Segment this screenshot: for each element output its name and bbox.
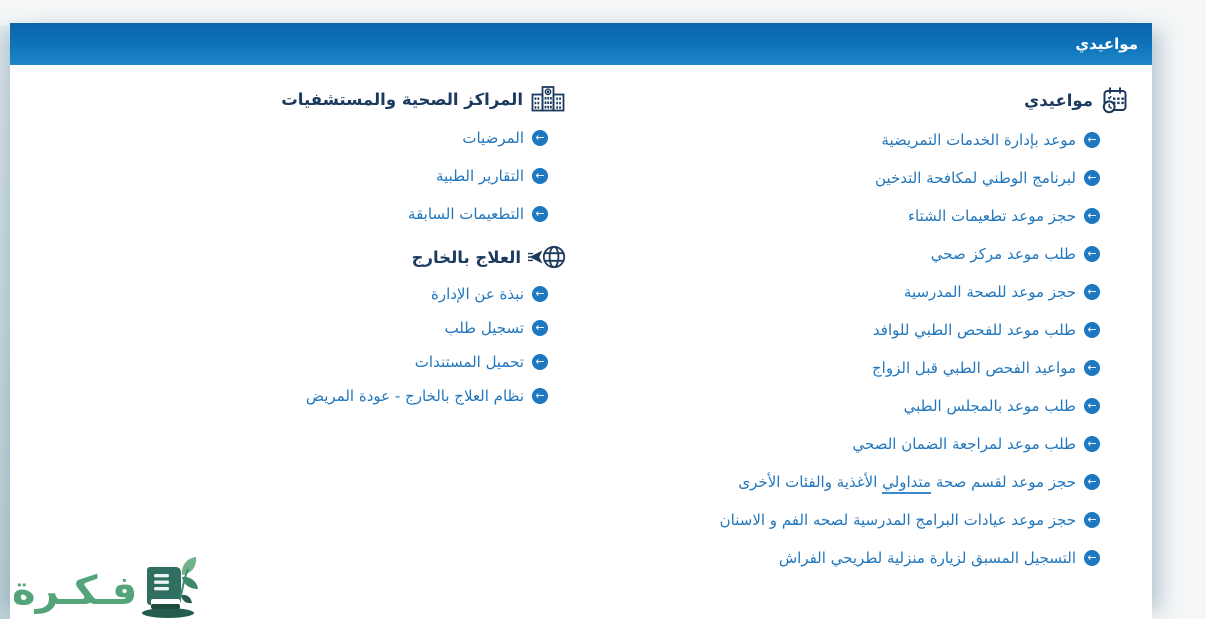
abroad-section-heading: العلاج بالخارج xyxy=(18,243,566,271)
link-label: حجز موعد تطعيمات الشتاء xyxy=(907,207,1076,225)
arrow-circle-left-icon xyxy=(532,168,548,184)
arrow-circle-left-icon xyxy=(1084,246,1100,262)
arrow-circle-left-icon xyxy=(532,130,548,146)
link-label: حجز موعد عيادات البرامج المدرسية لصحه ال… xyxy=(719,511,1076,529)
menu-link-medical-council[interactable]: طلب موعد بالمجلس الطبي xyxy=(570,395,1100,417)
link-label: موعد بإدارة الخدمات التمريضية xyxy=(881,131,1076,149)
arrow-circle-left-icon xyxy=(1084,550,1100,566)
page-header-bar: مواعيدي xyxy=(10,23,1152,65)
fikra-logo-text: فـكـرة xyxy=(12,568,138,614)
calendar-clock-icon xyxy=(1100,85,1130,115)
menu-link-nursing-services[interactable]: موعد بإدارة الخدمات التمريضية xyxy=(570,129,1100,151)
centers-section-heading: المراكز الصحية والمستشفيات xyxy=(18,85,566,113)
link-label: التطعيمات السابقة xyxy=(408,205,524,223)
menu-link-food-handlers-section[interactable]: حجز موعد لقسم صحة متداولي الأغذية والفئا… xyxy=(570,471,1100,494)
secondary-column: المراكز الصحية والمستشفيات المرضيات التق… xyxy=(10,85,570,419)
page-content: مواعيدي موعد بإدارة الخدمات التمريضية لب… xyxy=(10,65,1152,585)
hospital-icon xyxy=(530,85,566,113)
link-label: نظام العلاج بالخارج - عودة المريض xyxy=(305,387,524,405)
link-label: طلب موعد بالمجلس الطبي xyxy=(903,397,1076,415)
arrow-circle-left-icon xyxy=(1084,170,1100,186)
link-label: لبرنامج الوطني لمكافحة التدخين xyxy=(875,169,1076,187)
menu-link-health-insurance-review[interactable]: طلب موعد لمراجعة الضمان الصحي xyxy=(570,433,1100,455)
arrow-circle-left-icon xyxy=(532,286,548,302)
centers-heading-label: المراكز الصحية والمستشفيات xyxy=(281,89,523,109)
content-card: مواعيدي xyxy=(10,23,1152,619)
link-label: مواعيد الفحص الطبي قبل الزواج xyxy=(872,359,1076,377)
menu-link-upload-documents[interactable]: تحميل المستندات xyxy=(18,351,548,373)
arrow-circle-left-icon xyxy=(1084,474,1100,490)
arrow-circle-left-icon xyxy=(1084,512,1100,528)
page-title: مواعيدي xyxy=(1075,35,1138,53)
link-label: طلب موعد لمراجعة الضمان الصحي xyxy=(852,435,1076,453)
appointments-column: مواعيدي موعد بإدارة الخدمات التمريضية لب… xyxy=(570,85,1130,585)
menu-link-previous-vaccinations[interactable]: التطعيمات السابقة xyxy=(18,203,548,225)
menu-link-medical-reports[interactable]: التقارير الطبية xyxy=(18,165,548,187)
abroad-heading-label: العلاج بالخارج xyxy=(411,247,521,267)
arrow-circle-left-icon xyxy=(1084,322,1100,338)
arrow-circle-left-icon xyxy=(1084,284,1100,300)
arrow-circle-left-icon xyxy=(1084,360,1100,376)
menu-link-premarital-exam[interactable]: مواعيد الفحص الطبي قبل الزواج xyxy=(570,357,1100,379)
arrow-circle-left-icon xyxy=(532,354,548,370)
menu-link-anti-smoking-program[interactable]: لبرنامج الوطني لمكافحة التدخين xyxy=(570,167,1100,189)
arrow-circle-left-icon xyxy=(532,206,548,222)
link-label: المرضيات xyxy=(462,129,524,147)
menu-link-home-visit-preregistration[interactable]: التسجيل المسبق لزيارة منزلية لطريحي الفر… xyxy=(570,547,1100,569)
fikra-watermark-logo: فـكـرة xyxy=(12,555,201,619)
link-label: التسجيل المسبق لزيارة منزلية لطريحي الفر… xyxy=(778,549,1076,567)
menu-link-winter-vaccines[interactable]: حجز موعد تطعيمات الشتاء xyxy=(570,205,1100,227)
arrow-circle-left-icon xyxy=(532,388,548,404)
arrow-circle-left-icon xyxy=(1084,436,1100,452)
link-label: تحميل المستندات xyxy=(414,353,524,371)
arrow-circle-left-icon xyxy=(1084,132,1100,148)
menu-link-school-dental-clinics[interactable]: حجز موعد عيادات البرامج المدرسية لصحه ال… xyxy=(570,509,1100,531)
globe-plane-icon xyxy=(528,243,566,271)
arrow-circle-left-icon xyxy=(1084,398,1100,414)
link-label: تسجيل طلب xyxy=(444,319,524,337)
menu-link-health-center-appointment[interactable]: طلب موعد مركز صحي xyxy=(570,243,1100,265)
page-left-edge-shade xyxy=(0,26,10,619)
menu-link-register-request[interactable]: تسجيل طلب xyxy=(18,317,548,339)
arrow-circle-left-icon xyxy=(532,320,548,336)
menu-link-expat-medical-exam[interactable]: طلب موعد للفحص الطبي للوافد xyxy=(570,319,1100,341)
menu-link-abroad-patient-return[interactable]: نظام العلاج بالخارج - عودة المريض xyxy=(18,385,548,407)
menu-link-school-health[interactable]: حجز موعد للصحة المدرسية xyxy=(570,281,1100,303)
link-label: حجز موعد للصحة المدرسية xyxy=(903,283,1076,301)
link-label: طلب موعد للفحص الطبي للوافد xyxy=(872,321,1076,339)
arrow-circle-left-icon xyxy=(1084,208,1100,224)
appointments-heading-label: مواعيدي xyxy=(1024,90,1093,110)
appointments-section-heading: مواعيدي xyxy=(570,85,1130,115)
menu-link-patients[interactable]: المرضيات xyxy=(18,127,548,149)
link-label: التقارير الطبية xyxy=(435,167,524,185)
link-label: نبذة عن الإدارة xyxy=(430,285,524,303)
book-plant-icon xyxy=(137,555,201,619)
link-label: طلب موعد مركز صحي xyxy=(930,245,1076,263)
menu-link-about-administration[interactable]: نبذة عن الإدارة xyxy=(18,283,548,305)
link-label: حجز موعد لقسم صحة متداولي الأغذية والفئا… xyxy=(738,471,1076,494)
